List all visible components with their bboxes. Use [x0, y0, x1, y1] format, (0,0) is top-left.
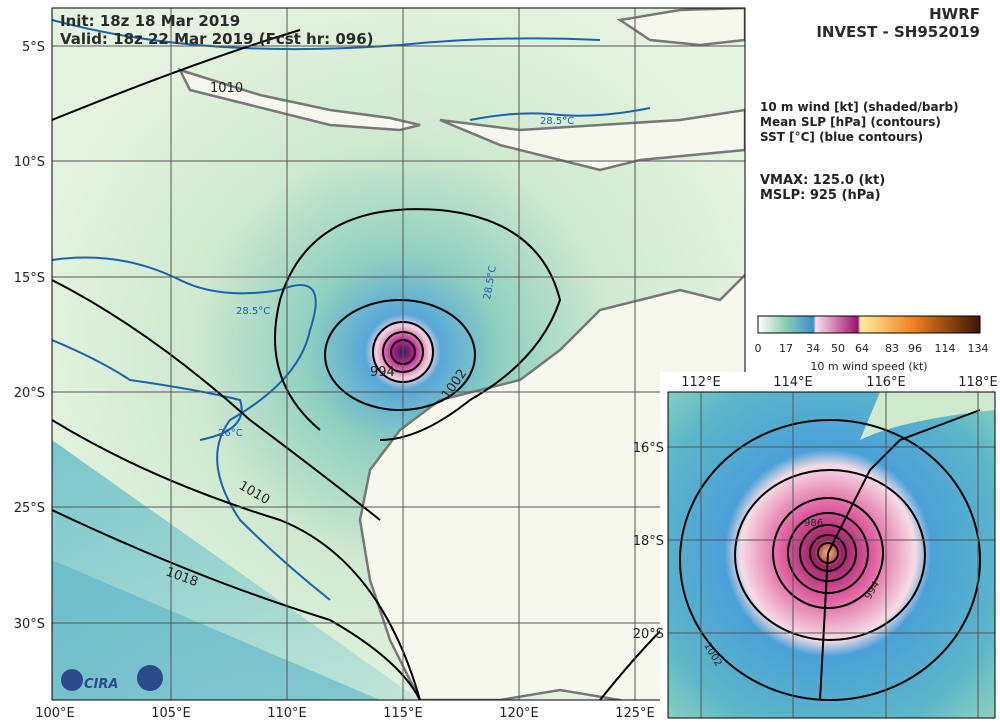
lat-label: 5°S	[22, 40, 45, 55]
inset-slp-contours	[679, 409, 981, 701]
logo: CIRA	[61, 665, 163, 692]
colorbar-tick: 83	[885, 342, 899, 355]
contour-label: 28.5°C	[236, 306, 270, 317]
inset-lon-label: 118°E	[958, 375, 998, 390]
colorbar-label: 10 m wind speed (kt)	[810, 360, 927, 373]
valid-text: Valid: 18z 22 Mar 2019 (Fcst hr: 096)	[60, 30, 374, 48]
model-name: HWRF	[929, 5, 980, 23]
lat-label: 20°S	[14, 386, 45, 401]
init-text: Init: 18z 18 Mar 2019	[60, 12, 240, 30]
lat-label: 25°S	[14, 501, 45, 516]
inset-lat-label: 18°S	[633, 534, 664, 549]
lat-label: 15°S	[14, 271, 45, 286]
inset-lat-label: 20°S	[633, 627, 664, 642]
inset-map: 986 994 1002	[668, 392, 995, 718]
legend-line: 10 m wind [kt] (shaded/barb)	[760, 100, 959, 114]
colorbar-tick: 134	[968, 342, 989, 355]
slp-contours	[52, 29, 745, 700]
lat-label: 30°S	[14, 617, 45, 632]
inset-lon-label: 114°E	[773, 375, 813, 390]
colorbar-tick: 64	[855, 342, 869, 355]
mslp: MSLP: 925 (hPa)	[760, 188, 881, 203]
inset-lon-label: 116°E	[866, 375, 906, 390]
colorbar-tick: 34	[806, 342, 820, 355]
vmax: VMAX: 125.0 (kt)	[760, 173, 885, 188]
lon-label: 100°E	[35, 706, 75, 721]
colorbar-tick: 96	[908, 342, 922, 355]
storm-name: INVEST - SH952019	[816, 23, 980, 41]
lon-label: 120°E	[499, 706, 539, 721]
lon-label: 115°E	[383, 706, 423, 721]
inset-grid	[668, 392, 995, 718]
contour-label: 1010	[210, 81, 243, 96]
inset-frame	[667, 391, 996, 719]
colorbar-ticks: 0 17 34 50 64 83 96 114 134	[755, 342, 989, 355]
colorbar-tick: 50	[831, 342, 845, 355]
colorbar-tick: 17	[779, 342, 793, 355]
lon-label: 105°E	[151, 706, 191, 721]
colorbar-tick: 0	[755, 342, 762, 355]
inset-lat-label: 16°S	[633, 441, 664, 456]
colorbar	[757, 315, 981, 334]
contour-label: 26°C	[218, 428, 243, 439]
lon-label: 110°E	[267, 706, 307, 721]
lat-label: 10°S	[14, 155, 45, 170]
coastline	[177, 8, 745, 700]
main-map: 1010 28.5°C 26°C 1010 1018 1002 994 28.5…	[52, 8, 745, 700]
lon-label: 125°E	[615, 706, 655, 721]
colorbar-tick: 114	[935, 342, 956, 355]
main-frame	[51, 7, 746, 701]
logo-text: CIRA	[84, 677, 118, 692]
inset-lon-label: 112°E	[681, 375, 721, 390]
grid	[52, 8, 745, 700]
legend-line: Mean SLP [hPa] (contours)	[760, 115, 941, 129]
contour-label: 28.5°C	[540, 116, 574, 127]
legend-line: SST [°C] (blue contours)	[760, 130, 923, 144]
contour-label: 986	[804, 518, 823, 529]
contour-label: 994	[370, 365, 395, 380]
